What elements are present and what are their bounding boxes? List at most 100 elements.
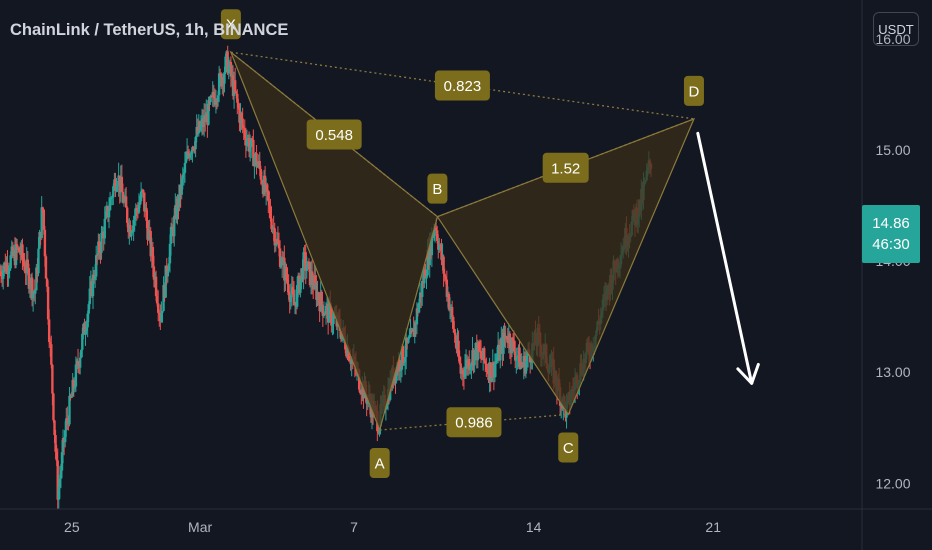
- candle-body: [193, 149, 196, 151]
- candle-body: [408, 337, 411, 339]
- candle-body: [233, 80, 237, 92]
- candle-body: [260, 179, 264, 184]
- candle-body: [295, 285, 299, 307]
- candle-body: [115, 186, 118, 191]
- candle-body: [503, 332, 506, 339]
- candle-body: [181, 174, 184, 179]
- candle-body: [215, 100, 219, 102]
- candle-body: [183, 162, 187, 173]
- candle-body: [266, 184, 269, 191]
- candle-body: [78, 357, 82, 368]
- point-label-box[interactable]: [558, 432, 579, 463]
- arrow-shaft[interactable]: [696, 131, 754, 385]
- candle-body: [108, 199, 112, 211]
- candle-body: [207, 100, 210, 125]
- candle-body: [515, 357, 518, 361]
- candle-body: [50, 344, 53, 365]
- candle-body: [52, 393, 55, 421]
- candle-body: [129, 225, 132, 237]
- candle-body: [86, 313, 89, 328]
- ratio-label: 0.986: [455, 415, 493, 432]
- candle-body: [138, 201, 142, 205]
- candle-body: [72, 379, 75, 389]
- candle-body: [149, 231, 152, 257]
- x-tick-label: 7: [350, 519, 358, 535]
- candle-body: [214, 100, 218, 105]
- candle-body: [7, 271, 10, 274]
- candle-body: [418, 292, 422, 303]
- candle-body: [489, 362, 492, 382]
- candle-body: [209, 96, 212, 103]
- ratio-label-box[interactable]: [446, 407, 502, 438]
- harmonic-pattern[interactable]: 0.548 0.823 1.52 0.986 X A B C D: [220, 9, 704, 478]
- candle-body: [425, 275, 428, 279]
- candle-body: [139, 191, 143, 202]
- candle-body: [476, 342, 480, 361]
- currency-button[interactable]: USDT: [873, 12, 919, 46]
- candle-body: [131, 230, 134, 233]
- candle-body: [28, 287, 32, 289]
- candle-body: [511, 337, 515, 341]
- candle-body: [409, 330, 412, 338]
- ratio-label-box[interactable]: [434, 70, 490, 101]
- candle-body: [54, 435, 57, 452]
- candle-body: [96, 255, 99, 257]
- candle-body: [142, 189, 145, 193]
- y-tick-label: 13.00: [875, 364, 910, 380]
- candle-body: [66, 418, 69, 421]
- point-label-d: D: [689, 83, 700, 100]
- candle-body: [147, 230, 150, 240]
- candle-body: [273, 228, 276, 246]
- point-label-box[interactable]: [220, 9, 241, 40]
- candle-body: [332, 316, 335, 325]
- candle-body: [258, 160, 261, 170]
- candle-body: [512, 340, 516, 352]
- point-label-box[interactable]: [369, 448, 390, 478]
- candle-body: [247, 138, 251, 152]
- candle-body: [87, 304, 90, 314]
- y-tick-label: 15.00: [875, 142, 910, 158]
- candle-body: [21, 244, 24, 259]
- candle-body: [299, 277, 302, 293]
- projection-arrow[interactable]: [696, 131, 760, 385]
- candle-body: [85, 327, 88, 331]
- candle-body: [51, 364, 54, 394]
- candle-body: [157, 303, 160, 313]
- candle-body: [112, 186, 115, 198]
- ratio-label-box[interactable]: [306, 119, 362, 150]
- candle-body: [306, 261, 310, 270]
- point-label-box[interactable]: [683, 75, 704, 106]
- candle-body: [223, 72, 226, 84]
- candle-body: [93, 276, 97, 280]
- candle-body: [57, 487, 60, 500]
- candle-body: [126, 207, 129, 223]
- ratio-line-bd: [437, 118, 695, 218]
- ratio-label: 0.548: [315, 127, 353, 144]
- candle-body: [242, 127, 245, 129]
- candle-body: [53, 420, 56, 436]
- candle-body: [104, 211, 108, 219]
- point-label-box[interactable]: [427, 173, 448, 204]
- candle-body: [73, 386, 77, 389]
- candle-body: [155, 296, 159, 304]
- candle-body: [357, 369, 361, 390]
- candle-body: [398, 360, 401, 371]
- candle-body: [210, 96, 213, 98]
- candle-body: [148, 230, 151, 232]
- candle-body: [494, 360, 498, 365]
- ratio-label-box[interactable]: [542, 152, 589, 183]
- candle-body: [277, 243, 281, 249]
- arrow-head[interactable]: [736, 362, 760, 385]
- candle-body: [256, 165, 259, 168]
- candle-body: [18, 247, 21, 252]
- ratio-label: 0.823: [444, 78, 482, 95]
- candle-body: [255, 153, 258, 168]
- candle-body: [185, 151, 189, 160]
- candle-body: [253, 157, 256, 167]
- point-label-b: B: [432, 181, 442, 198]
- candle-body: [91, 274, 95, 297]
- candle-body: [37, 248, 40, 274]
- candle-body: [435, 230, 439, 241]
- candle-body: [302, 252, 305, 280]
